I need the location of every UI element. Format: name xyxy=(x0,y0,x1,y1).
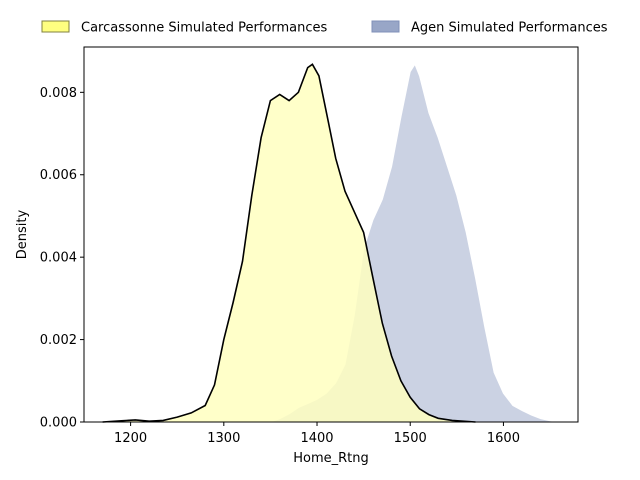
x-tick-label: 1200 xyxy=(114,431,147,446)
legend-label-agen: Agen Simulated Performances xyxy=(411,21,608,36)
x-tick-label: 1500 xyxy=(394,431,427,446)
legend-label-carcassonne: Carcassonne Simulated Performances xyxy=(81,21,328,36)
y-axis-label: Density xyxy=(15,209,30,259)
y-tick-label: 0.006 xyxy=(40,168,77,183)
plot-frame xyxy=(83,46,579,423)
x-tick-label: 1300 xyxy=(207,431,240,446)
y-tick-label: 0.000 xyxy=(40,416,77,431)
legend-swatch-agen xyxy=(371,20,400,33)
x-axis-label: Home_Rtng xyxy=(293,451,369,466)
series-layer xyxy=(102,63,560,423)
area-carcassonne xyxy=(102,64,476,423)
legend-swatch-carcassonne xyxy=(41,20,70,33)
area-agen xyxy=(270,64,560,423)
y-axis: 0.000 0.002 0.004 0.006 0.008 xyxy=(40,86,84,431)
legend: Carcassonne Simulated Performances Agen S… xyxy=(41,20,608,36)
y-tick-label: 0.008 xyxy=(40,86,77,101)
line-carcassonne xyxy=(102,63,476,423)
x-axis: 1200 1300 1400 1500 1600 xyxy=(114,422,520,446)
y-tick-label: 0.004 xyxy=(40,251,77,266)
y-tick-label: 0.002 xyxy=(40,333,77,348)
x-tick-label: 1400 xyxy=(300,431,333,446)
x-tick-label: 1600 xyxy=(487,431,520,446)
